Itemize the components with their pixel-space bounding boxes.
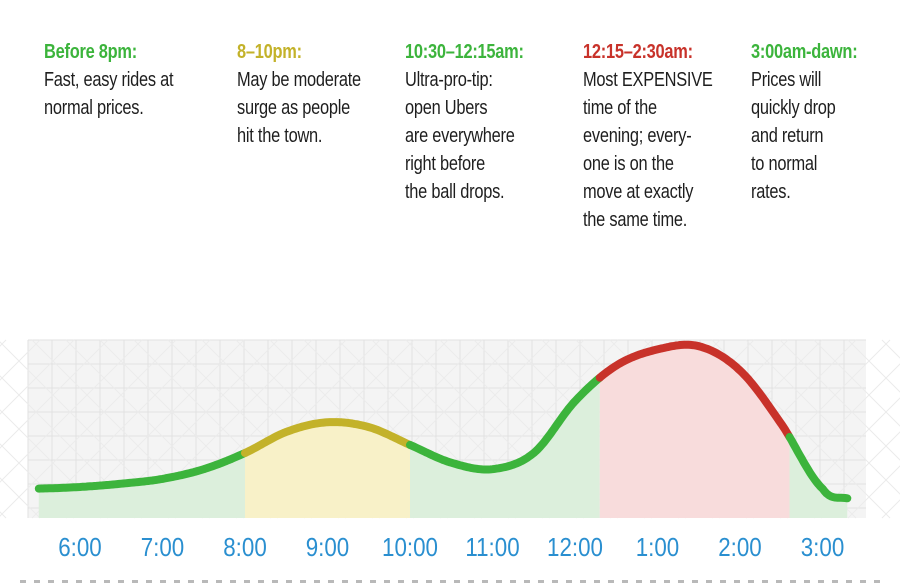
- x-tick-label: 7:00: [141, 533, 184, 562]
- grid-line-diag: [0, 339, 41, 381]
- segment-fills: [38, 344, 848, 518]
- x-tick-label: 2:00: [718, 533, 761, 562]
- note-text: Fast, easy rides at normal prices.: [44, 69, 174, 119]
- curve-segment-3: [595, 340, 794, 441]
- grid-line-diag: [847, 465, 900, 519]
- x-axis-ticks: 6:00 7:00 8:00 9:00 10:00 11:00 12:00 1:00 2:00 3…: [58, 533, 844, 562]
- x-tick-label: 8:00: [223, 533, 266, 562]
- x-tick-label: 9:00: [306, 533, 349, 562]
- note-heading: 12:15–2:30am:: [583, 41, 693, 63]
- note-8-10pm: 8–10pm: May be moderate surge as people …: [237, 38, 361, 150]
- grid-line-diag: [847, 339, 900, 393]
- note-3am-dawn: 3:00am-dawn: Prices will quickly drop an…: [751, 38, 858, 206]
- grid-line-diag: [0, 511, 7, 519]
- segment-fill-1: [245, 422, 410, 518]
- note-text: May be moderate surge as people hit the …: [237, 69, 361, 147]
- grid-line-diag: [0, 339, 7, 347]
- x-tick-label: 3:00: [801, 533, 844, 562]
- x-tick-label: 11:00: [465, 533, 519, 562]
- segment-fill-2: [410, 377, 600, 518]
- note-heading: 3:00am-dawn:: [751, 41, 858, 63]
- note-heading: Before 8pm:: [44, 41, 137, 63]
- segment-fill-3: [599, 344, 790, 518]
- curve-segment-4: [785, 433, 852, 503]
- note-1030-1215am: 10:30–12:15am: Ultra-pro-tip: open Ubers…: [405, 38, 524, 206]
- grid-line-diag: [745, 339, 900, 495]
- x-tick-label: 6:00: [58, 533, 101, 562]
- note-heading: 10:30–12:15am:: [405, 41, 524, 63]
- note-text: Most EXPENSIVE time of the evening; ever…: [583, 69, 713, 231]
- notes-row: Before 8pm: Fast, easy rides at normal p…: [0, 0, 900, 260]
- curve-segment-2: [406, 373, 604, 474]
- note-text: Prices will quickly drop and return to n…: [751, 69, 836, 203]
- x-tick-label: 1:00: [636, 533, 679, 562]
- curve-segments: [34, 340, 852, 503]
- note-heading: 8–10pm:: [237, 41, 302, 63]
- grid-line-diag: [779, 339, 900, 461]
- x-tick-label: 12:00: [547, 533, 603, 562]
- note-1215-230am: 12:15–2:30am: Most EXPENSIVE time of the…: [583, 38, 713, 234]
- grid-line-diag: [813, 431, 900, 519]
- note-before-8pm: Before 8pm: Fast, easy rides at normal p…: [44, 38, 174, 122]
- grid-line-diag: [813, 339, 900, 427]
- surge-pricing-chart: 6:00 7:00 8:00 9:00 10:00 11:00 12:00 1:00 2:00 3…: [0, 339, 900, 562]
- grid-line-diag: [0, 339, 75, 415]
- footer-divider: [20, 580, 880, 583]
- note-text: Ultra-pro-tip: open Ubers are everywhere…: [405, 69, 515, 203]
- x-tick-label: 10:00: [382, 533, 438, 562]
- curve-segment-0: [34, 449, 249, 493]
- grid-line-diag: [0, 477, 41, 519]
- curve-segment-1: [241, 418, 414, 457]
